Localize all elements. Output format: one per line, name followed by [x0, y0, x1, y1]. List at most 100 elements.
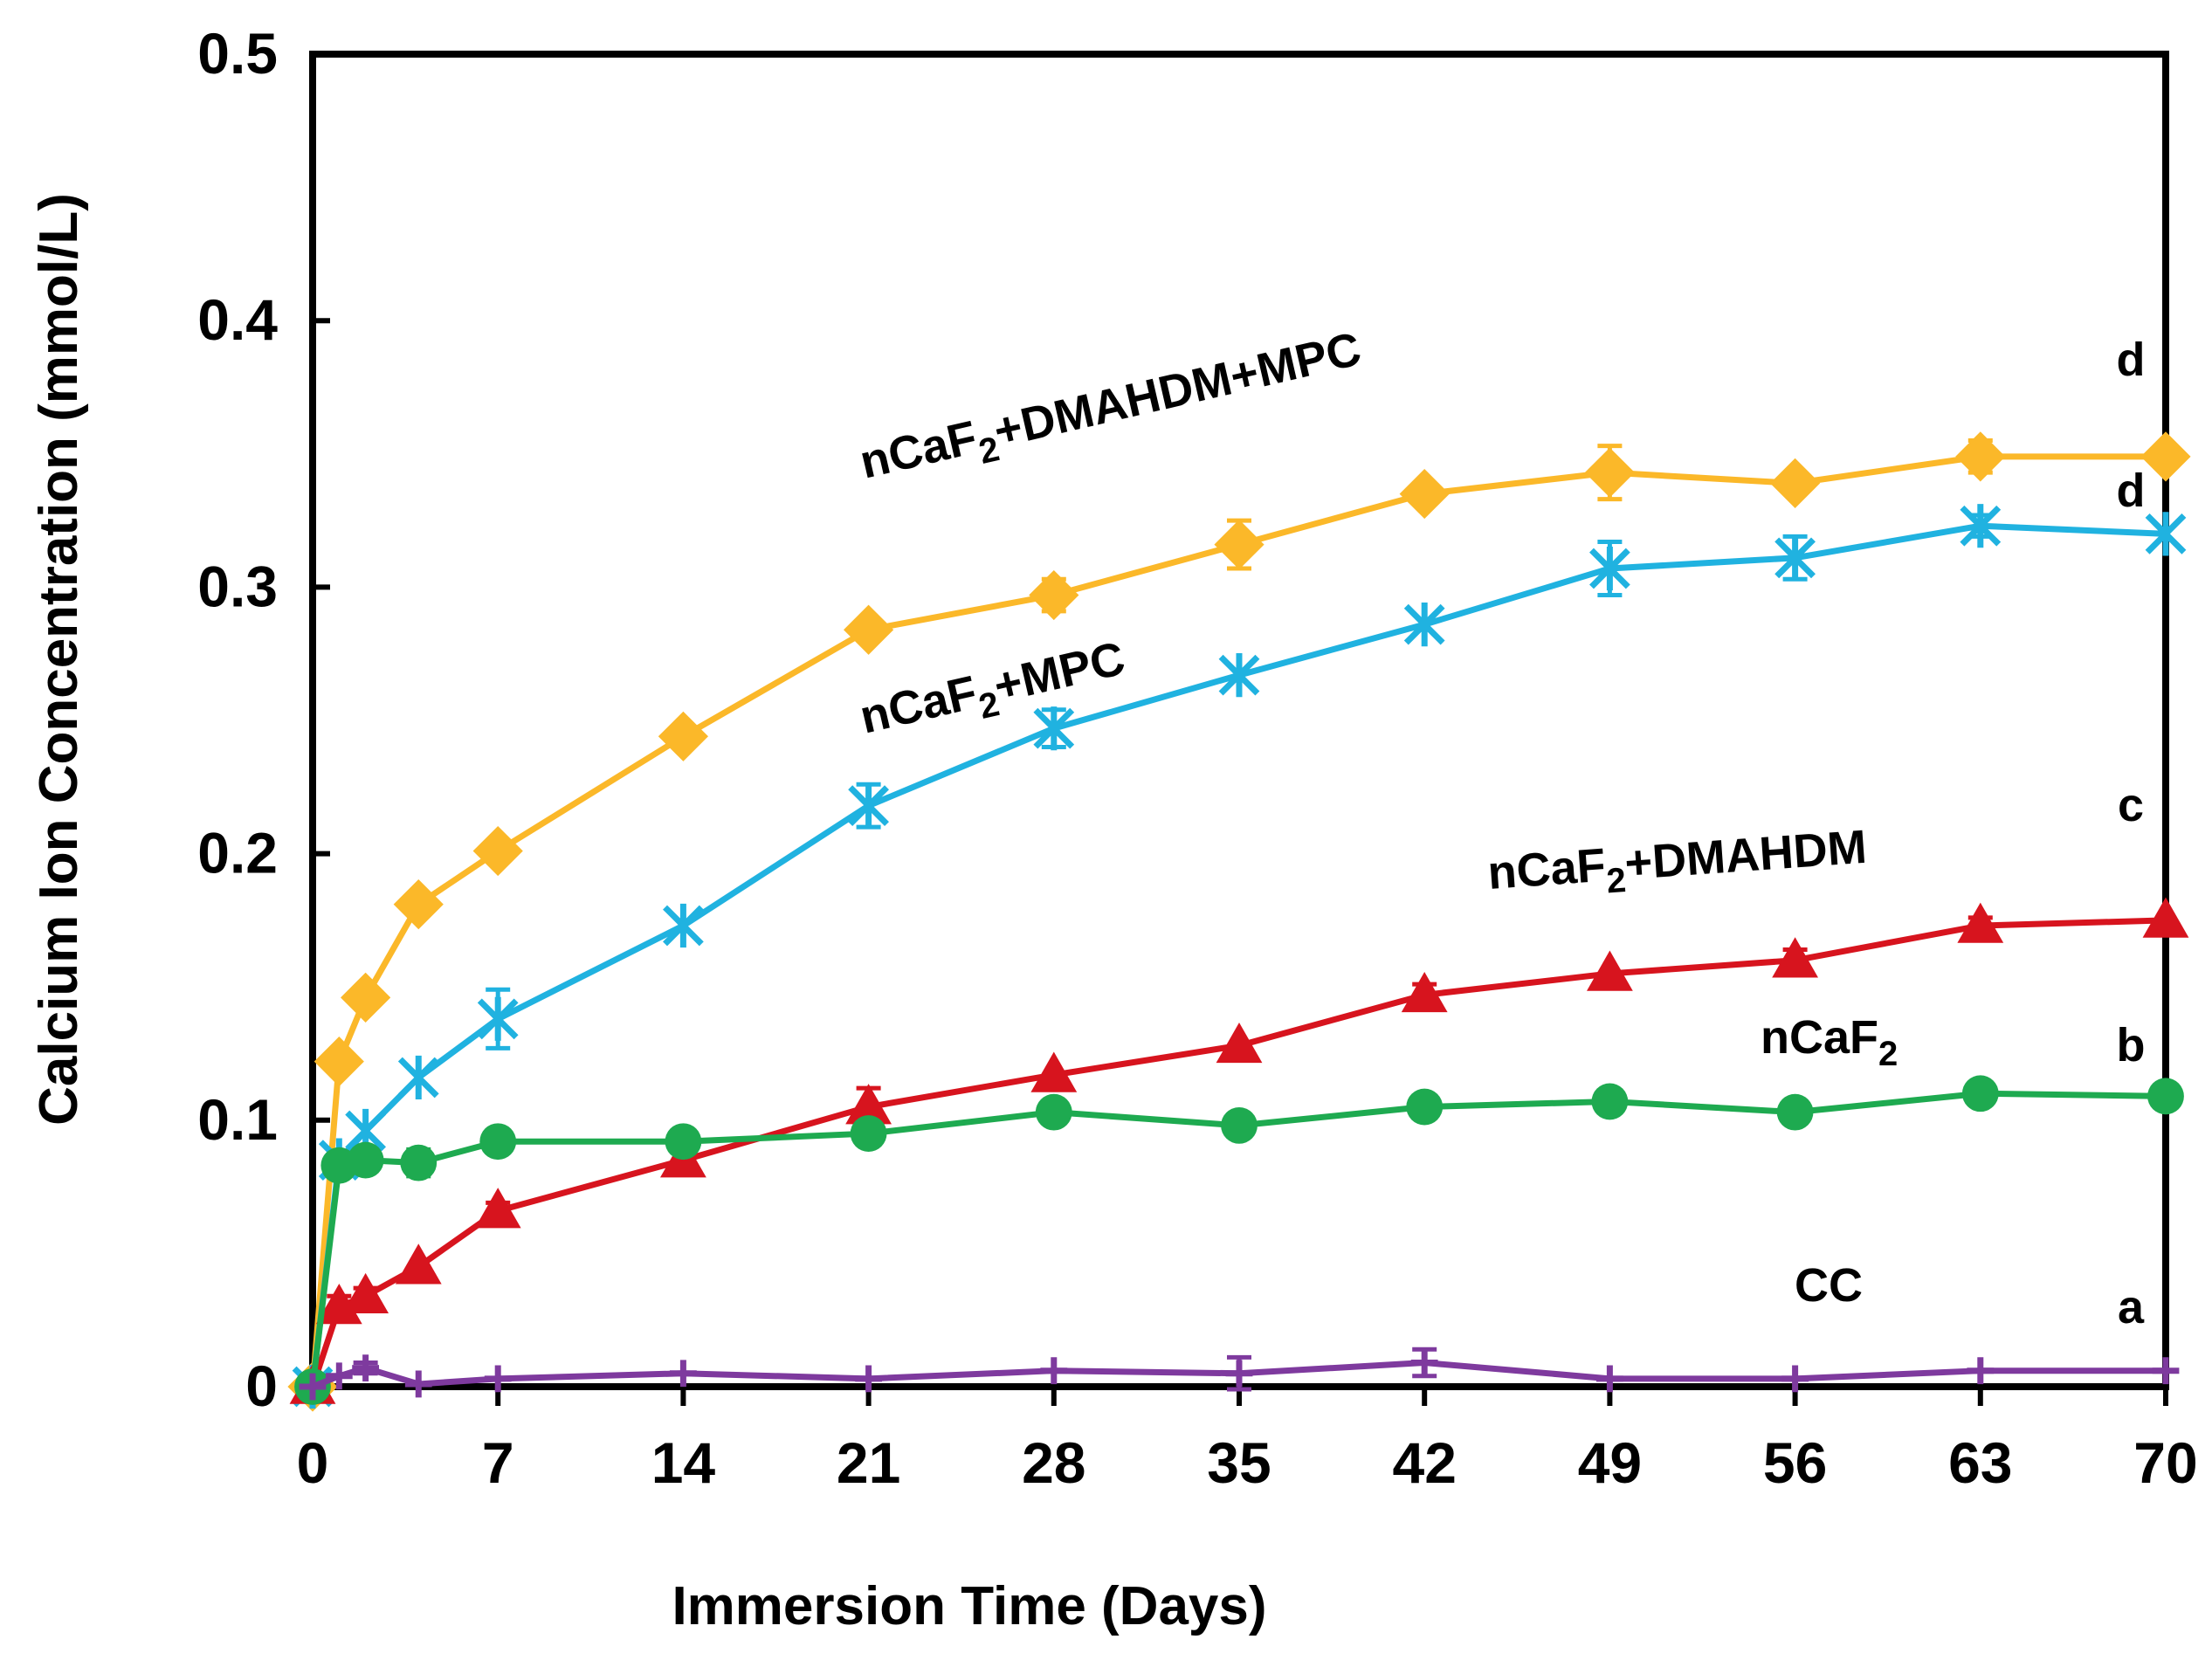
data-point-circle	[347, 1141, 384, 1179]
x-tick-label: 35	[1207, 1430, 1271, 1495]
data-point-triangle	[1587, 950, 1633, 991]
significance-letter: d	[2117, 465, 2146, 517]
x-tick-label: 56	[1763, 1430, 1827, 1495]
series-nCaF2+DMAHDM+MPC	[287, 431, 2191, 1412]
x-tick-label: 42	[1392, 1430, 1456, 1495]
y-tick-label: 0.5	[197, 21, 278, 86]
data-point-diamond	[1770, 458, 1821, 508]
significance-letter: a	[2118, 1281, 2145, 1333]
data-point-plus	[670, 1360, 697, 1388]
data-point-plus	[352, 1354, 380, 1382]
x-axis-title: Immersion Time (Days)	[672, 1576, 1266, 1636]
data-point-plus	[299, 1373, 327, 1401]
data-point-triangle	[315, 1284, 362, 1325]
data-point-plus	[325, 1362, 353, 1390]
data-point-circle	[1035, 1093, 1072, 1131]
data-point-diamond	[658, 711, 708, 761]
data-point-triangle	[395, 1243, 442, 1285]
series-nCaF2	[294, 1075, 2184, 1405]
data-point-plus	[1410, 1349, 1438, 1376]
x-tick-label: 0	[297, 1430, 329, 1495]
data-point-plus	[1040, 1357, 1068, 1385]
data-point-circle	[665, 1123, 702, 1161]
series-nCaF2+DMAHDM	[289, 897, 2189, 1404]
data-point-triangle	[474, 1188, 521, 1229]
series-label: nCaF2+DMAHDM+MPC	[855, 322, 1368, 498]
data-point-diamond	[341, 972, 391, 1023]
series-line	[309, 453, 2166, 1388]
data-point-asterisk	[1589, 546, 1630, 591]
data-point-triangle	[1401, 971, 1448, 1013]
data-point-triangle	[1957, 902, 2004, 943]
y-tick-label: 0.3	[197, 554, 278, 618]
data-point-circle	[1961, 1075, 1999, 1112]
data-point-asterisk	[1218, 653, 1260, 698]
data-point-circle	[2147, 1078, 2184, 1115]
data-point-diamond	[2140, 431, 2191, 482]
data-point-diamond	[1214, 519, 1264, 570]
data-point-plus	[2152, 1357, 2180, 1385]
data-point-circle	[1221, 1107, 1258, 1144]
data-point-asterisk	[2145, 512, 2187, 556]
series-nCaF2+MPC	[292, 504, 2187, 1409]
data-point-asterisk	[1774, 535, 1816, 580]
series-label: nCaF2+DMAHDM	[1486, 821, 1870, 909]
data-point-asterisk	[477, 996, 519, 1041]
data-point-diamond	[844, 604, 894, 655]
significance-letter: b	[2117, 1019, 2146, 1071]
y-axis-title: Calcium Ion Concentration (mmol/L)	[29, 193, 89, 1126]
data-point-plus	[1781, 1365, 1809, 1393]
data-point-diamond	[393, 878, 444, 930]
data-point-plus	[1596, 1365, 1623, 1393]
data-point-triangle	[2142, 897, 2189, 938]
data-point-diamond	[1584, 447, 1635, 498]
x-tick-label: 21	[837, 1430, 900, 1495]
data-point-plus	[1225, 1360, 1253, 1388]
x-tick-label: 63	[1948, 1430, 2012, 1495]
series-line	[309, 917, 2167, 1388]
data-point-plus	[404, 1370, 432, 1398]
y-tick-label: 0.2	[197, 821, 278, 885]
data-point-circle	[1776, 1093, 1814, 1131]
data-point-circle	[1406, 1088, 1444, 1126]
data-point-triangle	[1772, 937, 1818, 978]
data-point-asterisk	[1960, 504, 2002, 548]
series-label: nCaF2+MPC	[855, 632, 1132, 754]
data-point-triangle	[1030, 1051, 1078, 1092]
data-point-plus	[855, 1365, 882, 1393]
x-tick-label: 14	[651, 1430, 716, 1495]
data-point-diamond	[1029, 569, 1079, 621]
x-tick-label: 7	[482, 1430, 514, 1495]
x-tick-label: 28	[1022, 1430, 1085, 1495]
data-point-asterisk	[848, 783, 889, 828]
data-point-diamond	[1399, 468, 1450, 520]
series-CC	[299, 1347, 2180, 1401]
data-point-circle	[850, 1115, 887, 1152]
series-label: CC	[1795, 1259, 1863, 1312]
data-point-diamond	[314, 1037, 364, 1087]
significance-letter: c	[2118, 779, 2144, 831]
y-tick-label: 0.4	[197, 287, 278, 352]
x-tick-label: 70	[2133, 1430, 2197, 1495]
y-tick-label: 0.1	[197, 1087, 278, 1152]
data-point-plus	[484, 1365, 512, 1393]
data-point-triangle	[845, 1084, 892, 1125]
data-point-asterisk	[1033, 706, 1075, 751]
x-tick-label: 49	[1578, 1430, 1642, 1495]
significance-letter: d	[2117, 334, 2146, 386]
series-label: nCaF2	[1761, 1011, 1898, 1073]
data-point-diamond	[1955, 431, 2006, 482]
data-point-triangle	[1216, 1022, 1263, 1064]
data-point-asterisk	[1403, 603, 1445, 647]
data-point-diamond	[472, 825, 523, 877]
y-tick-label: 0	[245, 1354, 278, 1418]
data-point-asterisk	[663, 903, 704, 948]
data-point-circle	[479, 1123, 517, 1161]
data-point-circle	[1591, 1083, 1629, 1120]
data-point-circle	[400, 1144, 438, 1181]
data-point-triangle	[342, 1272, 389, 1314]
data-point-asterisk	[397, 1055, 439, 1100]
data-point-plus	[1967, 1357, 1995, 1385]
